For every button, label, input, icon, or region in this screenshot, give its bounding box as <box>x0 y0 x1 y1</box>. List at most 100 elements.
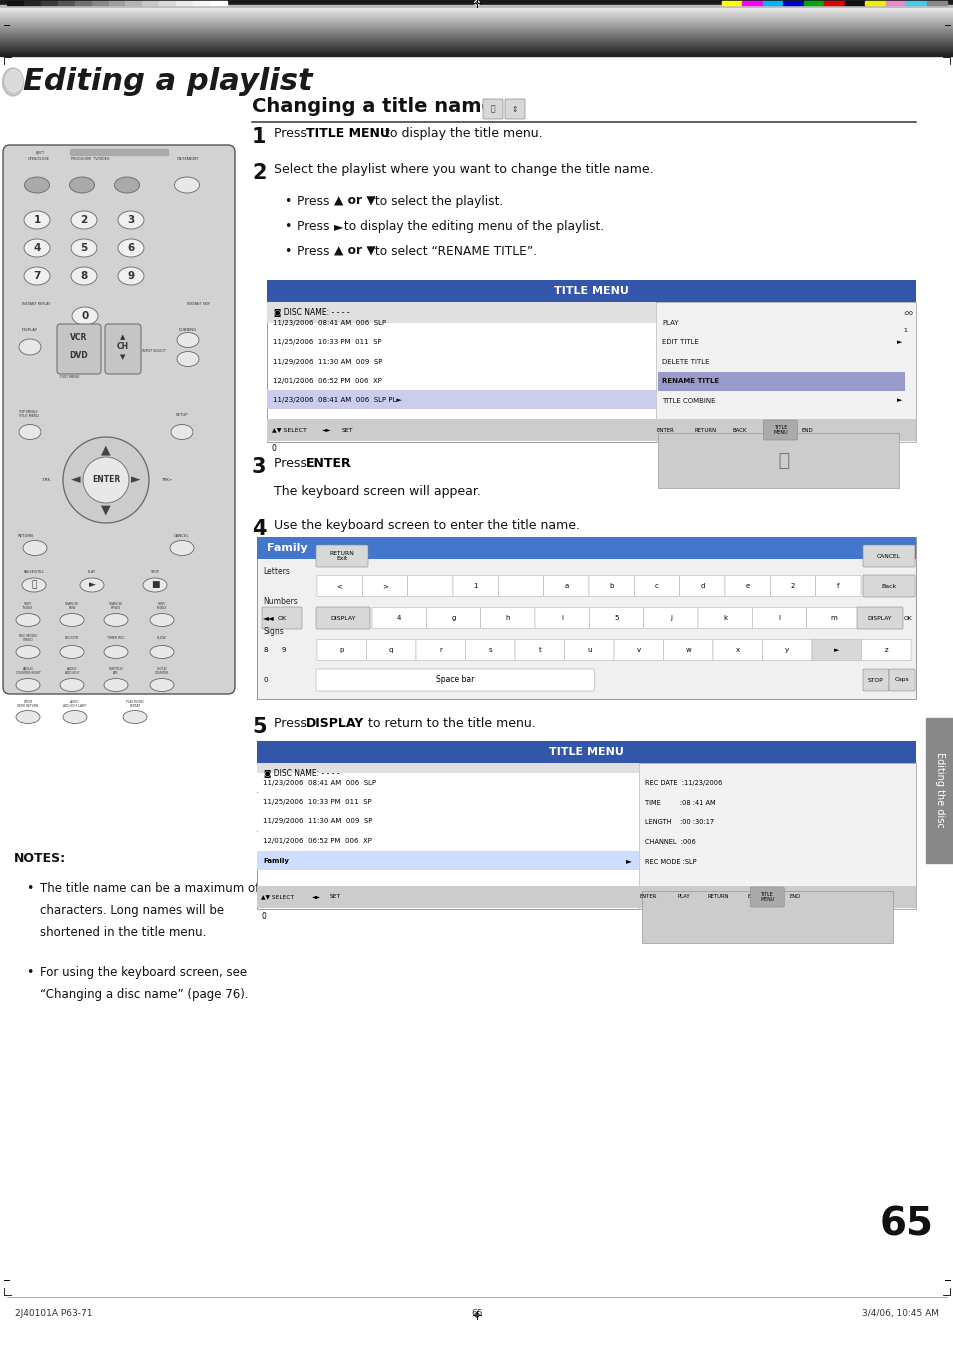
Text: 11/23/2006  08:41 AM  006  SLP PL►: 11/23/2006 08:41 AM 006 SLP PL► <box>273 396 401 403</box>
FancyBboxPatch shape <box>643 608 698 628</box>
Text: 1: 1 <box>902 327 906 332</box>
FancyBboxPatch shape <box>535 608 589 628</box>
Text: 0: 0 <box>263 677 267 684</box>
Bar <box>721 1 741 5</box>
Bar <box>0 0 953 5</box>
FancyBboxPatch shape <box>57 324 101 374</box>
Text: Editing the disc: Editing the disc <box>934 753 944 828</box>
Text: ▲▼ SELECT: ▲▼ SELECT <box>272 427 307 432</box>
FancyBboxPatch shape <box>262 607 302 630</box>
Text: 8: 8 <box>80 272 88 281</box>
FancyBboxPatch shape <box>589 608 643 628</box>
Text: 11/29/2006  11:30 AM  009  SP: 11/29/2006 11:30 AM 009 SP <box>273 358 382 365</box>
Text: l: l <box>778 615 780 621</box>
Text: DUBBING: DUBBING <box>179 328 197 332</box>
Circle shape <box>83 457 129 503</box>
Text: ANGLE/
COUNTER RESET: ANGLE/ COUNTER RESET <box>15 666 40 676</box>
Ellipse shape <box>170 540 193 555</box>
Text: CANCEL: CANCEL <box>174 534 190 538</box>
Text: PLAY MODE/
REPEAT: PLAY MODE/ REPEAT <box>126 700 144 708</box>
Text: DISPLAY: DISPLAY <box>22 328 38 332</box>
Text: 4: 4 <box>33 243 41 253</box>
Text: The title name can be a maximum of 64: The title name can be a maximum of 64 <box>40 882 277 894</box>
Text: ►: ► <box>896 339 901 345</box>
Text: to return to the title menu.: to return to the title menu. <box>364 717 536 730</box>
Bar <box>843 1 864 5</box>
Text: Press: Press <box>296 195 333 208</box>
Text: VCR: VCR <box>71 334 88 343</box>
Text: ▲: ▲ <box>101 443 111 457</box>
Text: AUDIO
ADD EDIT LAMP: AUDIO ADD EDIT LAMP <box>63 700 87 708</box>
Text: PLAY: PLAY <box>677 894 689 900</box>
Text: ENTER: ENTER <box>656 427 674 432</box>
Bar <box>741 1 762 5</box>
Ellipse shape <box>177 332 199 347</box>
Text: ►: ► <box>334 220 343 232</box>
Text: CHANNEL  :006: CHANNEL :006 <box>644 839 696 844</box>
Bar <box>658 372 904 390</box>
FancyBboxPatch shape <box>806 608 861 628</box>
Text: TITLE MENU: TITLE MENU <box>549 747 623 757</box>
FancyBboxPatch shape <box>861 639 910 661</box>
Text: ⇕: ⇕ <box>511 104 517 113</box>
FancyBboxPatch shape <box>366 639 416 661</box>
Text: 4: 4 <box>396 615 401 621</box>
Text: ENTER: ENTER <box>639 894 656 900</box>
Text: 5: 5 <box>80 243 88 253</box>
Bar <box>658 432 898 488</box>
Text: OPEN/CLOSE: OPEN/CLOSE <box>28 157 50 161</box>
Text: PAUSE/STILL: PAUSE/STILL <box>24 570 45 574</box>
Bar <box>256 831 639 851</box>
Text: 5: 5 <box>614 615 618 621</box>
Text: RETURN: RETURN <box>706 894 728 900</box>
Text: TITLE MENU: TITLE MENU <box>306 127 390 141</box>
Text: 12/01/2006  06:52 PM  006  XP: 12/01/2006 06:52 PM 006 XP <box>273 378 381 384</box>
Text: •: • <box>284 195 291 208</box>
Text: h: h <box>505 615 510 621</box>
Text: TITLE MENU: TITLE MENU <box>554 286 628 296</box>
Text: 0: 0 <box>261 912 266 921</box>
FancyBboxPatch shape <box>407 576 453 597</box>
Bar <box>256 773 639 792</box>
Bar <box>925 717 952 863</box>
Text: shortened in the title menu.: shortened in the title menu. <box>40 925 206 939</box>
Text: RETURN: RETURN <box>18 534 34 538</box>
FancyBboxPatch shape <box>543 576 588 597</box>
FancyBboxPatch shape <box>634 576 679 597</box>
Bar <box>762 1 782 5</box>
Text: DISPLAY: DISPLAY <box>867 616 891 620</box>
Text: For using the keyboard screen, see: For using the keyboard screen, see <box>40 966 247 979</box>
Bar <box>823 1 843 5</box>
Bar <box>176 1 193 5</box>
Bar <box>256 536 915 559</box>
Text: SUBTITLE/
ATR: SUBTITLE/ ATR <box>109 666 123 676</box>
Text: SLOW: SLOW <box>157 636 167 640</box>
Ellipse shape <box>177 351 199 366</box>
FancyBboxPatch shape <box>453 576 497 597</box>
Text: TOP MENU/
TITLE MENU: TOP MENU/ TITLE MENU <box>18 409 39 419</box>
FancyBboxPatch shape <box>482 99 502 119</box>
Bar <box>159 1 176 5</box>
Text: ⏸: ⏸ <box>31 581 36 589</box>
Ellipse shape <box>118 239 144 257</box>
Ellipse shape <box>143 578 167 592</box>
Text: i: i <box>560 615 562 621</box>
Text: PLAY: PLAY <box>661 319 679 326</box>
Text: ENTER: ENTER <box>91 476 120 485</box>
Text: ▲ or ▼: ▲ or ▼ <box>334 195 375 208</box>
FancyBboxPatch shape <box>752 608 806 628</box>
FancyBboxPatch shape <box>465 639 515 661</box>
Text: Editing a playlist: Editing a playlist <box>23 68 313 96</box>
Text: ▲▼ SELECT: ▲▼ SELECT <box>261 894 294 900</box>
Text: BACK: BACK <box>732 427 746 432</box>
Text: 2: 2 <box>252 163 266 182</box>
Text: .: . <box>348 457 352 470</box>
Text: to select the playlist.: to select the playlist. <box>371 195 503 208</box>
Text: INPUT SELECT: INPUT SELECT <box>142 349 166 353</box>
Circle shape <box>475 1313 478 1317</box>
Text: ►: ► <box>896 397 901 404</box>
FancyBboxPatch shape <box>679 576 724 597</box>
Text: ►: ► <box>625 857 631 865</box>
Text: characters. Long names will be: characters. Long names will be <box>40 904 224 917</box>
FancyBboxPatch shape <box>588 576 634 597</box>
